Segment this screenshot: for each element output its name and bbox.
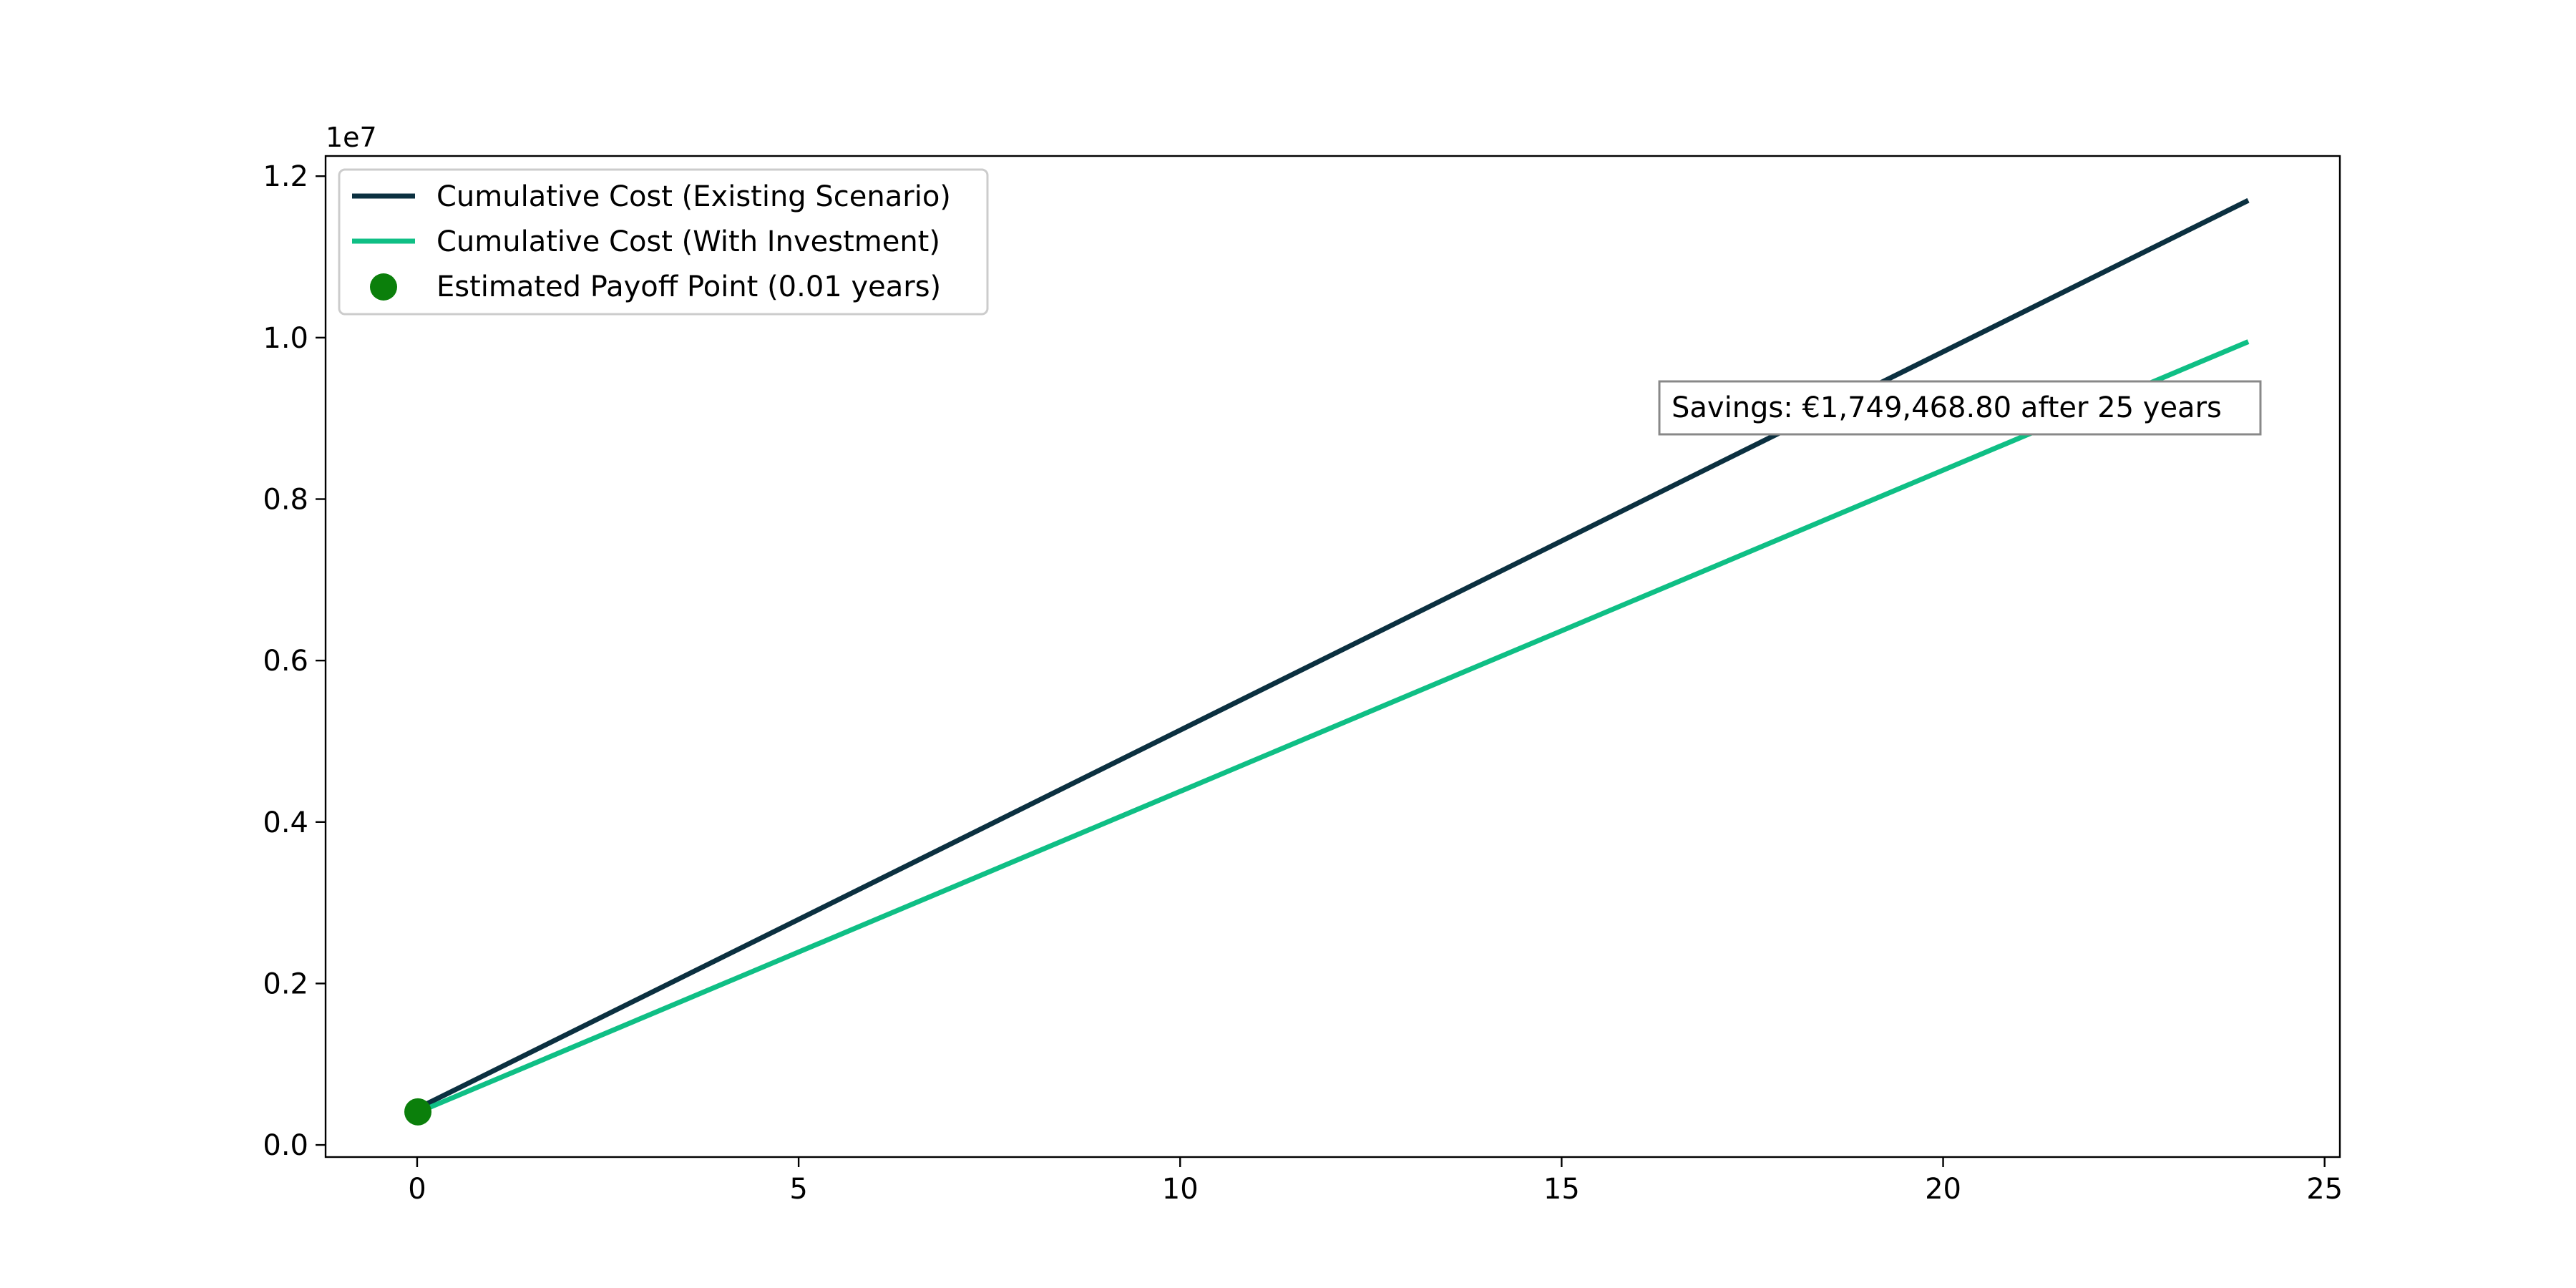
series-line-1 xyxy=(416,339,2250,1116)
y-offset-label: 1e7 xyxy=(326,122,377,153)
payoff-point-marker xyxy=(404,1098,432,1126)
x-tick-label: 15 xyxy=(1543,1173,1580,1206)
legend-label-payoff: Estimated Payoff Point (0.01 years) xyxy=(436,270,941,303)
annotation-box xyxy=(1658,380,2262,436)
legend-label-investment: Cumulative Cost (With Investment) xyxy=(436,225,940,258)
y-tick-label: 0.6 xyxy=(263,645,308,678)
y-tick-label: 1.2 xyxy=(263,160,308,193)
x-tick-label: 25 xyxy=(2306,1173,2343,1206)
y-axis-ticks: 0.0 0.2 0.4 0.6 0.8 1.0 1.2 xyxy=(263,160,326,1162)
legend-box xyxy=(338,168,989,316)
legend-marker-payoff xyxy=(370,273,397,301)
points-layer xyxy=(404,1098,432,1126)
legend: Cumulative Cost (Existing Scenario) Cumu… xyxy=(338,168,989,316)
series-layer xyxy=(416,197,2250,1116)
x-axis-ticks: 0 5 10 15 20 25 xyxy=(408,1157,2343,1206)
y-tick-label: 1.0 xyxy=(263,322,308,355)
savings-annotation: Savings: €1,749,468.80 after 25 years xyxy=(1658,380,2262,436)
series-line-0 xyxy=(416,197,2250,1111)
x-tick-label: 5 xyxy=(789,1173,807,1206)
y-tick-label: 0.8 xyxy=(263,483,308,516)
annotation-text: Savings: €1,749,468.80 after 25 years xyxy=(1672,391,2222,424)
y-tick-label: 0.0 xyxy=(263,1129,308,1162)
x-tick-label: 0 xyxy=(408,1173,426,1206)
legend-label-existing: Cumulative Cost (Existing Scenario) xyxy=(436,180,951,213)
x-tick-label: 20 xyxy=(1925,1173,1961,1206)
y-tick-label: 0.4 xyxy=(263,806,308,839)
y-tick-label: 0.2 xyxy=(263,967,308,1000)
x-tick-label: 10 xyxy=(1162,1173,1199,1206)
